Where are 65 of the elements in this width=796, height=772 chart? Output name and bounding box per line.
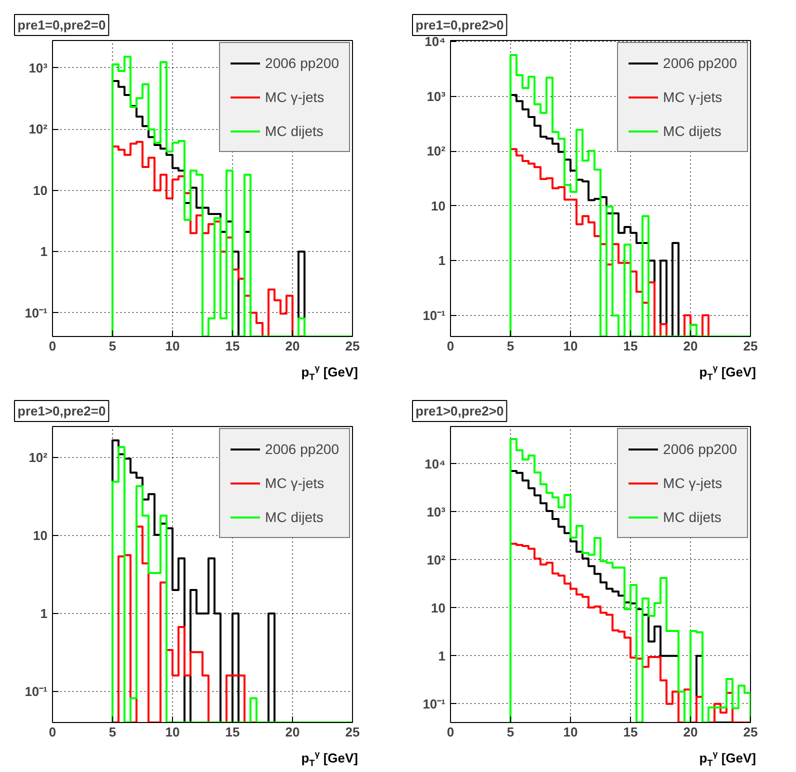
legend-label: MC γ-jets: [663, 475, 722, 491]
legend-label: 2006 pp200: [663, 441, 737, 457]
y-tick-label: 10⁻¹: [422, 696, 446, 712]
chart-title: pre1>0,pre2>0: [416, 404, 504, 418]
x-axis-title: p$_{T}$$^{γ}$ [GeV]: [698, 362, 756, 384]
x-tick-label: 15: [225, 338, 240, 354]
legend-label: MC γ-jets: [265, 89, 324, 105]
x-tick-label: 0: [446, 338, 454, 354]
x-tick-label: 5: [506, 724, 514, 740]
x-tick-label: 5: [506, 338, 514, 354]
y-tick-label: 10: [33, 528, 48, 544]
y-tick-label: 10³: [426, 88, 446, 104]
y-tick-label: 10²: [426, 552, 446, 568]
y-tick-label: 10⁻¹: [24, 305, 48, 320]
x-tick-label: 5: [108, 724, 116, 740]
x-tick-label: 20: [683, 338, 698, 354]
x-tick-label: 0: [446, 724, 454, 740]
y-tick-label: 10³: [426, 504, 446, 520]
x-tick-label: 15: [623, 338, 638, 354]
y-tick-label: 10³: [28, 60, 48, 76]
x-tick-label: 25: [743, 338, 758, 354]
y-tick-label: 10²: [28, 450, 48, 466]
y-tick-label: 1: [438, 648, 446, 664]
legend-label: 2006 pp200: [663, 55, 737, 71]
y-tick-label: 10⁴: [424, 456, 446, 472]
y-tick-label: 10⁻¹: [422, 308, 446, 323]
x-tick-label: 10: [563, 724, 578, 740]
legend-label: MC γ-jets: [663, 89, 722, 105]
legend-label: MC γ-jets: [265, 475, 324, 491]
y-tick-label: 10: [431, 198, 446, 214]
x-tick-label: 20: [285, 338, 300, 354]
y-tick-label: 10⁴: [424, 34, 446, 50]
chart-title: pre1>0,pre2=0: [18, 404, 106, 418]
legend-label: MC dijets: [265, 123, 324, 139]
legend-label: 2006 pp200: [265, 441, 339, 457]
x-tick-label: 20: [285, 724, 300, 740]
y-tick-label: 1: [40, 606, 48, 621]
x-tick-label: 0: [48, 724, 56, 740]
y-tick-label: 1: [438, 253, 446, 268]
x-tick-label: 10: [165, 338, 180, 354]
x-tick-label: 15: [225, 724, 240, 740]
x-axis-title: p$_{T}$$^{γ}$ [GeV]: [300, 748, 358, 770]
x-tick-label: 25: [345, 724, 360, 740]
x-tick-label: 25: [345, 338, 360, 354]
x-tick-label: 25: [743, 724, 758, 740]
legend-label: 2006 pp200: [265, 55, 339, 71]
x-tick-label: 5: [108, 338, 116, 354]
x-tick-label: 10: [165, 724, 180, 740]
y-tick-label: 10: [33, 182, 48, 198]
chart-title: pre1=0,pre2>0: [416, 18, 504, 32]
x-tick-label: 20: [683, 724, 698, 740]
x-axis-title: p$_{T}$$^{γ}$ [GeV]: [698, 748, 756, 770]
y-tick-label: 10: [431, 600, 446, 616]
y-tick-label: 10⁻¹: [24, 684, 48, 699]
x-tick-label: 15: [623, 724, 638, 740]
x-tick-label: 0: [48, 338, 56, 354]
chart-title: pre1=0,pre2=0: [18, 18, 106, 32]
legend-label: MC dijets: [663, 123, 722, 139]
y-tick-label: 10²: [426, 144, 446, 159]
y-tick-label: 10²: [28, 122, 48, 137]
legend-label: MC dijets: [265, 509, 324, 525]
y-tick-label: 1: [40, 244, 48, 260]
x-axis-title: p$_{T}$$^{γ}$ [GeV]: [300, 362, 358, 384]
x-tick-label: 10: [563, 338, 578, 354]
legend-label: MC dijets: [663, 509, 722, 525]
